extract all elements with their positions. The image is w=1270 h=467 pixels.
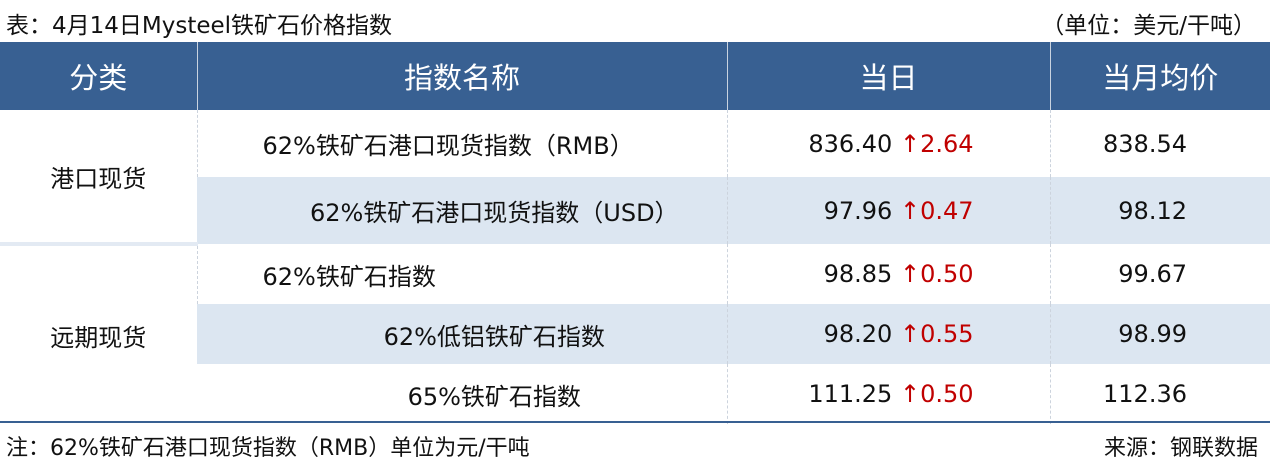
header-category: 分类 xyxy=(0,42,197,110)
header-day: 当日 xyxy=(726,42,1050,110)
header-avg: 当月均价 xyxy=(1049,42,1270,110)
table-row: 远期现货 62%铁矿石指数 98.85 ↑0.50 99.67 xyxy=(0,242,1270,424)
category-cell: 港口现货 xyxy=(50,164,147,193)
day-value: 98.20 ↑0.55 xyxy=(726,304,1050,364)
day-price: 111.25 xyxy=(808,380,893,408)
day-price: 836.40 xyxy=(808,129,893,158)
day-value: 836.40 ↑2.64 xyxy=(726,110,1050,177)
up-arrow-icon: ↑ xyxy=(899,129,921,158)
table-row: 62%低铝铁矿石指数 98.20 ↑0.55 98.99 xyxy=(0,304,1270,364)
index-name: 62%铁矿石指数 xyxy=(196,244,727,304)
table-bottom-rule xyxy=(0,421,1270,423)
day-value: 98.85 ↑0.50 xyxy=(726,244,1050,304)
day-change: 0.50 xyxy=(920,260,974,288)
up-arrow-icon: ↑ xyxy=(899,320,921,348)
table-title: 表：4月14日Mysteel铁矿石价格指数 xyxy=(6,13,393,39)
footnote: 注：62%铁矿石港口现货指数（RMB）单位为元/干吨 xyxy=(6,436,530,461)
table-row: 港口现货 62%铁矿石港口现货指数（RMB） 836.40 ↑2.64 838.… xyxy=(0,110,1270,193)
avg-value: 99.67 xyxy=(1049,244,1270,304)
avg-value: 98.12 xyxy=(1049,177,1270,244)
index-name: 62%铁矿石港口现货指数（RMB） xyxy=(196,110,727,177)
up-arrow-icon: ↑ xyxy=(899,380,921,408)
day-value: 111.25 ↑0.50 xyxy=(726,364,1050,424)
day-price: 97.96 xyxy=(823,196,893,225)
header-name: 指数名称 xyxy=(196,42,727,110)
avg-value: 112.36 xyxy=(1049,364,1270,424)
source-label: 来源：钢联数据 xyxy=(1103,436,1258,461)
avg-value: 98.99 xyxy=(1049,304,1270,364)
up-arrow-icon: ↑ xyxy=(899,196,921,225)
day-value: 97.96 ↑0.47 xyxy=(726,177,1050,244)
category-cell: 远期现货 xyxy=(0,242,197,424)
day-change: 2.64 xyxy=(920,129,974,158)
day-change: 0.47 xyxy=(920,196,974,225)
unit-label: （单位：美元/干吨） xyxy=(1041,13,1256,39)
table-row: 65%铁矿石指数 111.25 ↑0.50 112.36 xyxy=(0,364,1270,424)
avg-value: 838.54 xyxy=(1049,110,1270,177)
day-change: 0.55 xyxy=(920,320,974,348)
index-name: 62%铁矿石港口现货指数（USD） xyxy=(197,177,727,244)
header-row: 分类 指数名称 当日 当月均价 xyxy=(0,42,1270,110)
day-price: 98.85 xyxy=(823,260,893,288)
price-index-table: 分类 指数名称 当日 当月均价 港口现货 62%铁矿石港口现货指数（RMB） 8… xyxy=(0,42,1270,424)
index-name: 62%低铝铁矿石指数 xyxy=(197,304,727,364)
up-arrow-icon: ↑ xyxy=(899,260,921,288)
day-price: 98.20 xyxy=(823,320,893,348)
index-name: 65%铁矿石指数 xyxy=(407,382,581,411)
table-row: 62%铁矿石港口现货指数（USD） 97.96 ↑0.47 98.12 xyxy=(0,177,1270,244)
day-change: 0.50 xyxy=(920,380,974,408)
